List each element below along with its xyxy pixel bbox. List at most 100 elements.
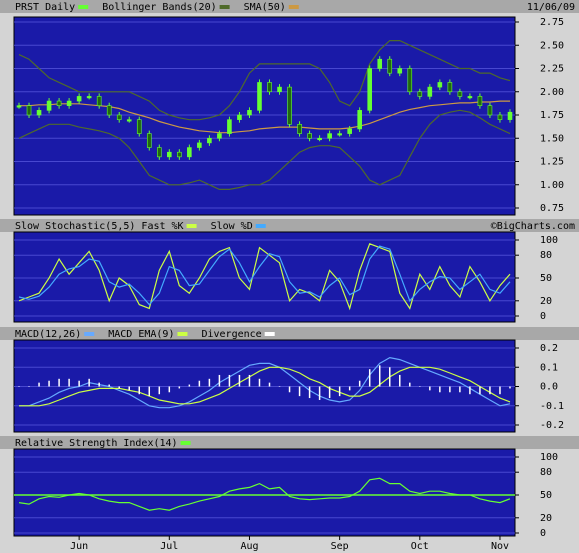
legend-label: Relative Strength Index(14) bbox=[15, 438, 178, 449]
divergence-bar bbox=[158, 386, 161, 395]
price-bar bbox=[156, 147, 162, 158]
divergence-bar bbox=[389, 367, 391, 387]
legend-swatch bbox=[288, 5, 299, 9]
legend-swatch bbox=[219, 5, 230, 9]
divergence-bar bbox=[178, 386, 181, 389]
series-line bbox=[19, 366, 511, 407]
price-bar bbox=[136, 119, 142, 134]
price-bar bbox=[96, 96, 102, 107]
divergence-bar bbox=[479, 386, 481, 395]
y-tick-label: 2.00 bbox=[540, 87, 564, 98]
date-label: 11/06/09 bbox=[527, 2, 575, 13]
y-tick-label: -0.1 bbox=[540, 401, 564, 412]
price-bar bbox=[477, 96, 483, 107]
divergence-bar bbox=[248, 374, 251, 387]
header-strip bbox=[0, 219, 579, 232]
price-bar bbox=[126, 119, 132, 122]
divergence-bar bbox=[78, 380, 80, 387]
divergence-bar bbox=[419, 386, 421, 387]
price-bar bbox=[357, 110, 362, 130]
price-bar bbox=[227, 119, 232, 134]
price-bar bbox=[347, 128, 352, 134]
band-lower bbox=[18, 109, 511, 190]
y-tick-label: 50 bbox=[540, 490, 552, 501]
legend-label: Divergence bbox=[201, 329, 261, 340]
legend-swatch bbox=[177, 332, 188, 336]
price-bar bbox=[66, 100, 72, 107]
divergence-bar bbox=[469, 386, 471, 395]
x-tick-label: Jul bbox=[160, 541, 178, 552]
series-line bbox=[18, 243, 511, 311]
divergence-bar bbox=[378, 365, 381, 387]
divergence-bar bbox=[278, 386, 281, 387]
legend-label: MACD(12,26) bbox=[15, 329, 81, 340]
price-bar bbox=[457, 91, 463, 97]
y-tick-label: 80 bbox=[540, 250, 552, 261]
price-bar bbox=[76, 96, 82, 102]
divergence-bar bbox=[439, 386, 441, 393]
divergence-bar bbox=[348, 386, 351, 391]
legend-label: Bollinger Bands(20) bbox=[102, 2, 216, 13]
divergence-bar bbox=[118, 386, 120, 389]
divergence-bar bbox=[218, 374, 221, 387]
y-tick-label: 0.2 bbox=[540, 343, 558, 354]
price-bar bbox=[257, 82, 262, 111]
price-bar bbox=[287, 86, 292, 125]
price-bar bbox=[367, 68, 373, 111]
price-bar bbox=[397, 68, 403, 74]
price-bar bbox=[277, 86, 282, 93]
price-bar bbox=[247, 110, 252, 116]
y-tick-label: 20 bbox=[540, 513, 552, 524]
divergence-bar bbox=[409, 382, 411, 387]
price-bar bbox=[507, 111, 513, 120]
y-tick-label: 2.75 bbox=[540, 17, 564, 28]
price-bar bbox=[46, 100, 52, 111]
legend-swatch bbox=[264, 332, 275, 336]
y-tick-label: 1.50 bbox=[540, 133, 564, 144]
price-bar bbox=[267, 82, 272, 93]
divergence-bar bbox=[268, 382, 271, 387]
divergence-bar bbox=[318, 386, 321, 400]
divergence-bar bbox=[28, 386, 30, 387]
series-line bbox=[18, 477, 511, 511]
x-tick-label: Jun bbox=[70, 541, 88, 552]
panel bbox=[13, 231, 516, 323]
divergence-bar bbox=[48, 380, 50, 387]
divergence-bar bbox=[328, 386, 331, 399]
legend-swatch bbox=[78, 5, 89, 9]
price-bar bbox=[56, 100, 62, 107]
price-bar bbox=[167, 151, 172, 158]
price-bar bbox=[437, 82, 443, 88]
price-bar bbox=[106, 105, 112, 116]
x-tick-label: Oct bbox=[411, 541, 429, 552]
price-bar bbox=[177, 151, 182, 158]
y-tick-label: -0.2 bbox=[540, 420, 564, 431]
divergence-bar bbox=[58, 378, 60, 387]
panel bbox=[13, 448, 516, 537]
price-bar bbox=[146, 133, 152, 148]
divergence-bar bbox=[308, 386, 311, 399]
legend-label: Fast %K bbox=[141, 221, 183, 232]
legend-swatch bbox=[255, 224, 266, 228]
divergence-bar bbox=[148, 386, 151, 397]
divergence-bar bbox=[358, 380, 361, 387]
y-tick-label: 100 bbox=[540, 235, 558, 246]
price-bar bbox=[237, 114, 242, 120]
divergence-bar bbox=[198, 380, 201, 387]
panel bbox=[13, 16, 516, 216]
divergence-bar bbox=[138, 386, 140, 395]
divergence-bar bbox=[98, 382, 100, 387]
y-tick-label: 80 bbox=[540, 467, 552, 478]
header-strip bbox=[0, 436, 579, 449]
price-bar bbox=[86, 96, 92, 99]
price-bar bbox=[16, 105, 22, 108]
divergence-bar bbox=[288, 386, 291, 393]
price-bar bbox=[297, 124, 302, 134]
price-bar bbox=[207, 137, 212, 144]
y-tick-label: 0.1 bbox=[540, 362, 558, 373]
divergence-bar bbox=[499, 386, 501, 395]
divergence-bar bbox=[429, 386, 431, 391]
price-bar bbox=[487, 105, 493, 116]
price-bar bbox=[447, 82, 453, 93]
price-bar bbox=[337, 133, 342, 136]
